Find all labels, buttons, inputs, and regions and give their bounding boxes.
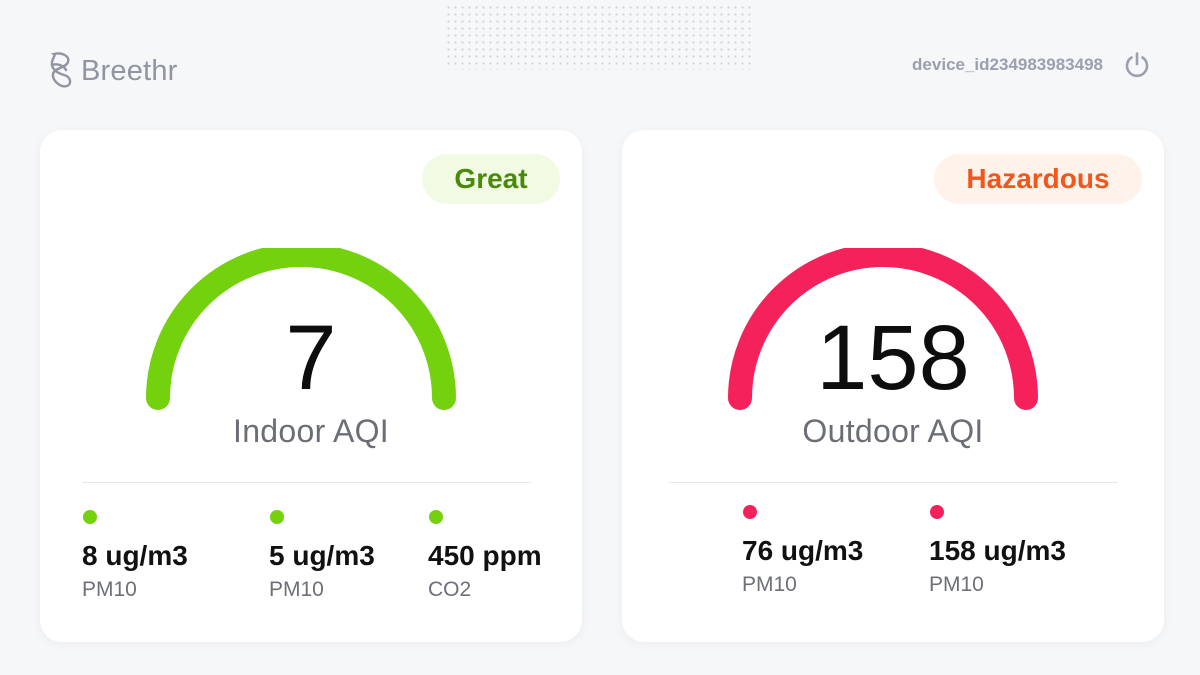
metric-label: CO2 (428, 578, 472, 601)
metric-value: 158 ug/m3 (929, 535, 1066, 566)
status-badge[interactable]: Great (422, 154, 560, 204)
app-name: Breethr (81, 54, 178, 87)
metric-status-dot (83, 510, 97, 524)
metric-value: 450 ppm (428, 540, 542, 571)
outdoor-aqi-value: 158 (816, 307, 970, 409)
metric-item: 158 ug/m3 PM10 (929, 505, 1066, 597)
metric-status-dot (930, 505, 944, 519)
metric-status-dot (743, 505, 757, 519)
metric-label: PM10 (82, 578, 137, 601)
metric-item: 450 ppm CO2 (428, 510, 542, 602)
indoor-aqi-label: Indoor AQI (233, 413, 389, 449)
metric-value: 76 ug/m3 (742, 535, 864, 566)
decorative-dot-pattern (445, 4, 755, 70)
indoor-aqi-gauge (146, 248, 456, 410)
metric-status-dot (270, 510, 284, 524)
outdoor-aqi-card: Hazardous 158 Outdoor AQI 76 ug/m3 PM10 … (622, 130, 1164, 642)
status-badge[interactable]: Hazardous (934, 154, 1142, 204)
metric-item: 76 ug/m3 PM10 (742, 505, 863, 597)
metric-label: PM10 (269, 578, 324, 601)
breethr-logo-icon (50, 52, 72, 88)
indoor-aqi-value: 7 (285, 307, 337, 409)
device-id: device_id234983983498 (912, 55, 1103, 74)
power-button[interactable] (1122, 50, 1152, 80)
outdoor-aqi-gauge (728, 248, 1038, 410)
metric-label: PM10 (742, 573, 797, 596)
divider (669, 482, 1118, 483)
metric-label: PM10 (929, 573, 984, 596)
metric-item: 8 ug/m3 PM10 (82, 510, 188, 602)
metric-item: 5 ug/m3 PM10 (269, 510, 375, 602)
indoor-aqi-card: Great 7 Indoor AQI 8 ug/m3 PM10 5 ug/m3 … (40, 130, 582, 642)
outdoor-aqi-label: Outdoor AQI (802, 413, 984, 449)
metric-value: 8 ug/m3 (82, 540, 188, 571)
metric-value: 5 ug/m3 (269, 540, 375, 571)
app-logo: Breethr (48, 50, 178, 92)
metric-status-dot (429, 510, 443, 524)
divider (82, 482, 531, 483)
power-icon (1125, 52, 1149, 78)
